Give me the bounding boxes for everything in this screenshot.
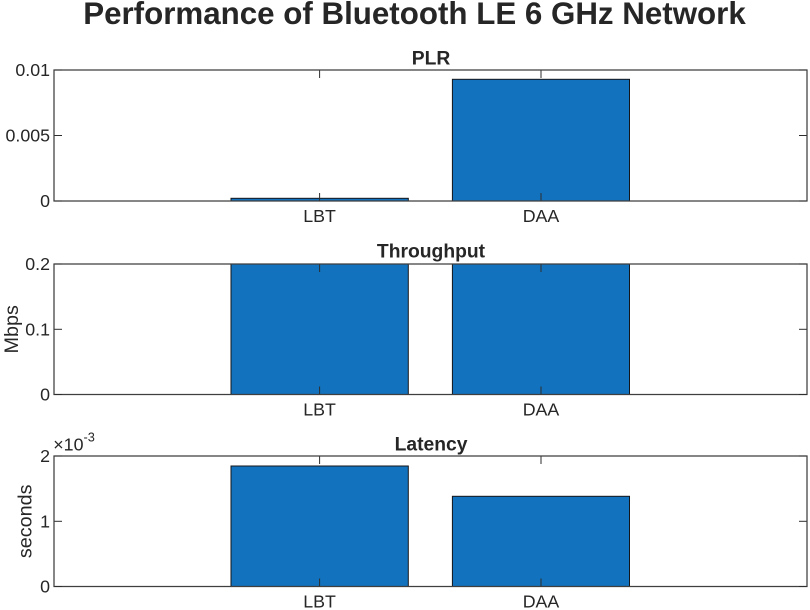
svg-text:0.1: 0.1 — [25, 320, 50, 340]
svg-text:0.2: 0.2 — [25, 254, 50, 274]
svg-text:2: 2 — [40, 446, 50, 466]
svg-text:×10-3: ×10-3 — [53, 430, 95, 455]
svg-text:1: 1 — [40, 512, 50, 532]
svg-text:Performance of Bluetooth LE 6: Performance of Bluetooth LE 6 GHz Networ… — [83, 0, 746, 31]
svg-text:DAA: DAA — [523, 206, 560, 226]
svg-text:LBT: LBT — [303, 400, 336, 420]
svg-text:PLR: PLR — [412, 48, 451, 69]
svg-text:0: 0 — [40, 385, 50, 405]
svg-text:0: 0 — [40, 191, 50, 211]
svg-text:0.005: 0.005 — [6, 126, 51, 146]
svg-text:0: 0 — [40, 577, 50, 597]
svg-text:LBT: LBT — [303, 592, 336, 610]
svg-text:DAA: DAA — [523, 400, 560, 420]
svg-text:LBT: LBT — [303, 206, 336, 226]
svg-text:DAA: DAA — [523, 592, 560, 610]
svg-text:0.01: 0.01 — [15, 60, 50, 80]
svg-text:Latency: Latency — [395, 434, 468, 455]
svg-text:seconds: seconds — [15, 484, 37, 558]
svg-text:Throughput: Throughput — [377, 241, 486, 262]
svg-text:Mbps: Mbps — [1, 305, 23, 353]
